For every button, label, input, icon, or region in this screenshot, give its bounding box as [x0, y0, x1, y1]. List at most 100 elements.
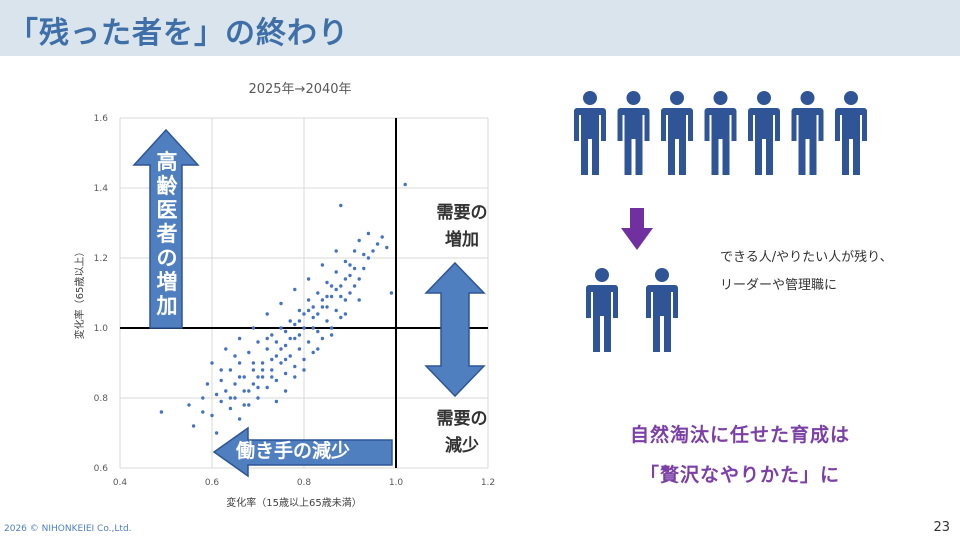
data-point — [242, 389, 246, 393]
data-point — [219, 378, 223, 383]
copyright-footer: 2026 © NIHONKEIEI Co.,Ltd. — [4, 524, 132, 534]
data-point — [201, 396, 205, 400]
data-point — [233, 382, 237, 386]
up-arrow-char: 高 — [156, 150, 178, 174]
people-group-bottom — [586, 268, 678, 352]
data-point — [320, 336, 325, 341]
data-point — [306, 277, 311, 281]
callout-line-2: 「贅沢なやりかた」に — [639, 464, 840, 486]
up-arrow-char: の — [156, 246, 178, 270]
chart-title: 2025年→2040年 — [248, 82, 352, 97]
data-point — [270, 333, 274, 337]
x-tick-label: 0.6 — [205, 478, 220, 488]
data-point — [274, 399, 279, 404]
data-point — [348, 273, 352, 278]
up-arrow-char: 者 — [156, 222, 178, 246]
title-bar: 「残った者を」の終わり — [0, 0, 960, 56]
data-point — [283, 343, 288, 348]
data-point — [283, 389, 288, 393]
person-icon — [574, 91, 606, 175]
data-point — [357, 238, 361, 243]
x-tick-label: 0.4 — [113, 478, 128, 488]
data-point — [237, 417, 242, 421]
data-point — [219, 368, 223, 372]
data-point — [293, 287, 297, 292]
x-tick-label: 0.8 — [297, 478, 312, 488]
data-point — [224, 389, 228, 393]
data-point — [320, 298, 325, 302]
data-point — [247, 389, 251, 393]
data-point — [343, 298, 348, 302]
data-point — [366, 256, 371, 260]
data-point — [247, 403, 251, 407]
data-point — [233, 354, 237, 358]
data-point — [316, 312, 320, 316]
data-point — [339, 284, 343, 288]
data-point — [339, 315, 343, 320]
data-point — [302, 312, 306, 316]
y-tick-label: 1.0 — [94, 324, 109, 334]
data-point — [316, 329, 320, 334]
data-point — [352, 284, 357, 288]
data-point — [210, 413, 214, 418]
people-group-top — [574, 91, 867, 175]
data-point — [357, 277, 361, 281]
data-point — [385, 245, 389, 250]
data-point — [251, 326, 256, 330]
data-point — [274, 378, 279, 383]
data-point — [251, 368, 256, 372]
data-point — [306, 340, 311, 344]
data-point — [283, 329, 288, 334]
data-point — [279, 347, 283, 351]
data-point — [159, 410, 164, 414]
data-point — [329, 326, 334, 330]
data-point — [256, 375, 260, 379]
data-point — [270, 368, 274, 372]
page-number: 23 — [933, 520, 950, 535]
data-point — [380, 235, 384, 239]
data-point — [329, 284, 334, 288]
up-arrow-char: 医 — [156, 198, 178, 222]
data-point — [270, 375, 274, 379]
person-icon — [661, 91, 693, 175]
data-point — [311, 305, 315, 309]
data-point — [343, 259, 348, 264]
data-point — [311, 315, 315, 320]
note-text: できる人/やりたい人が残り、 リーダーや管理職に — [720, 250, 893, 293]
data-point — [389, 291, 394, 295]
data-point — [205, 382, 210, 386]
data-point — [334, 287, 338, 292]
data-point — [329, 333, 334, 337]
data-point — [339, 294, 343, 299]
up-arrow-char: 齢 — [156, 174, 178, 198]
data-point — [283, 357, 288, 362]
down-arrow-icon — [621, 208, 653, 250]
y-tick-label: 0.6 — [94, 464, 109, 474]
data-point — [348, 263, 352, 267]
demand-decrease-label: 需要の 減少 — [436, 409, 488, 456]
data-point — [256, 396, 260, 400]
data-point — [265, 312, 269, 316]
data-point — [191, 424, 196, 428]
x-tick-label: 1.2 — [481, 478, 495, 488]
data-point — [306, 298, 311, 302]
data-point — [293, 336, 297, 341]
up-arrow-label: 高齢医者の増加 — [152, 150, 182, 318]
person-icon — [646, 268, 678, 352]
data-point — [306, 308, 311, 313]
up-arrow-icon — [132, 128, 200, 329]
person-icon — [791, 91, 824, 175]
person-icon — [586, 268, 618, 352]
data-point — [237, 361, 242, 365]
data-point — [325, 294, 329, 299]
data-point — [320, 263, 325, 267]
data-point — [352, 249, 357, 253]
data-point — [274, 340, 279, 344]
y-axis-label: 変化率（65歳以上） — [73, 247, 86, 340]
data-point — [228, 396, 233, 400]
callout-line-1: 自然淘汰に任せた育成は — [629, 424, 850, 446]
data-point — [311, 326, 315, 330]
data-point — [265, 336, 269, 341]
data-point — [293, 375, 297, 379]
